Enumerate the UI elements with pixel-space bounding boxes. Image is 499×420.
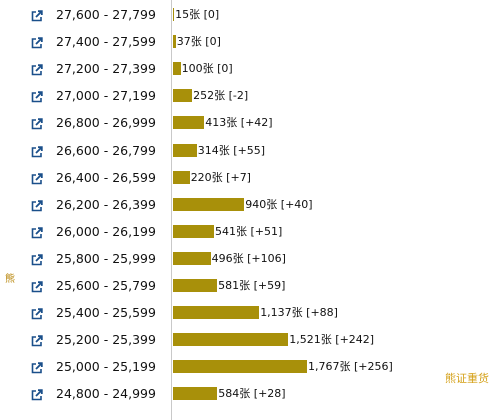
external-link-icon[interactable] <box>31 200 43 212</box>
external-link-icon[interactable] <box>31 10 43 22</box>
external-link-icon[interactable] <box>31 91 43 103</box>
tick-label: 27,400 - 27,599 <box>56 34 156 49</box>
data-label: 1,137张 [+88] <box>260 306 338 319</box>
tick-label: 27,600 - 27,799 <box>56 7 156 22</box>
tick-label: 25,800 - 25,999 <box>56 251 156 266</box>
chart-row: 25,000 - 25,199 1,767张 [+256] <box>0 358 499 385</box>
external-link-icon[interactable] <box>31 37 43 49</box>
data-label: 1,767张 [+256] <box>308 360 393 373</box>
external-link-icon[interactable] <box>31 146 43 158</box>
external-link-icon[interactable] <box>31 335 43 347</box>
data-label: 1,521张 [+242] <box>289 333 375 346</box>
external-link-icon[interactable] <box>31 308 43 320</box>
watermark-text: 熊证重货 <box>445 372 489 385</box>
category-axis-line <box>171 0 172 420</box>
bar <box>173 387 218 400</box>
external-link-icon[interactable] <box>31 362 43 374</box>
external-link-icon[interactable] <box>31 227 43 239</box>
chart-row: 27,600 - 27,799 15张 [0] <box>0 6 499 33</box>
external-link-icon[interactable] <box>31 254 43 266</box>
bar <box>173 333 289 346</box>
data-label: 100张 [0] <box>181 62 233 75</box>
bar <box>173 306 260 319</box>
chart-row: 26,600 - 26,799 314张 [+55] <box>0 142 499 169</box>
bar <box>173 35 176 48</box>
tick-label: 25,200 - 25,399 <box>56 332 156 347</box>
data-label: 496张 [+106] <box>211 252 286 265</box>
chart-row: 27,000 - 27,199 252张 [-2] <box>0 87 499 114</box>
tick-label: 26,800 - 26,999 <box>56 115 156 130</box>
data-label: 584张 [+28] <box>218 387 286 400</box>
chart-row: 25,200 - 25,399 1,521张 [+242] <box>0 331 499 358</box>
tick-label: 24,800 - 24,999 <box>56 386 156 401</box>
bar <box>173 279 218 292</box>
external-link-icon[interactable] <box>31 64 43 76</box>
data-label: 220张 [+7] <box>190 171 251 184</box>
bar <box>173 252 211 265</box>
data-label: 15张 [0] <box>175 8 220 21</box>
bar <box>173 89 193 102</box>
bar <box>173 198 245 211</box>
tick-label: 27,000 - 27,199 <box>56 88 156 103</box>
bar <box>173 360 307 373</box>
bar <box>173 8 175 21</box>
side-mark: 熊 <box>5 274 15 285</box>
chart-row: 24,800 - 24,999 584张 [+28] <box>0 385 499 412</box>
tick-label: 26,200 - 26,399 <box>56 197 156 212</box>
bar <box>173 144 197 157</box>
chart-row: 25,600 - 25,799 581张 [+59] <box>0 277 499 304</box>
bar <box>173 116 205 129</box>
tick-label: 26,600 - 26,799 <box>56 143 156 158</box>
tick-label: 25,000 - 25,199 <box>56 359 156 374</box>
chart-row: 25,400 - 25,599 1,137张 [+88] <box>0 304 499 331</box>
tick-label: 25,400 - 25,599 <box>56 305 156 320</box>
data-label: 37张 [0] <box>176 35 221 48</box>
bar <box>173 171 190 184</box>
data-label: 581张 [+59] <box>218 279 286 292</box>
tick-label: 26,000 - 26,199 <box>56 224 156 239</box>
data-label: 940张 [+40] <box>245 198 313 211</box>
tick-label: 26,400 - 26,599 <box>56 170 156 185</box>
chart-row: 26,200 - 26,399 940张 [+40] <box>0 196 499 223</box>
chart-row: 26,800 - 26,999 413张 [+42] <box>0 114 499 141</box>
data-label: 252张 [-2] <box>193 89 249 102</box>
external-link-icon[interactable] <box>31 118 43 130</box>
chart-row: 26,400 - 26,599 220张 [+7] <box>0 169 499 196</box>
tick-label: 27,200 - 27,399 <box>56 61 156 76</box>
data-label: 413张 [+42] <box>205 116 273 129</box>
external-link-icon[interactable] <box>31 389 43 401</box>
data-label: 541张 [+51] <box>215 225 283 238</box>
data-label: 314张 [+55] <box>197 144 266 157</box>
chart-row: 26,000 - 26,199 541张 [+51] <box>0 223 499 250</box>
external-link-icon[interactable] <box>31 173 43 185</box>
bar <box>173 225 214 238</box>
external-link-icon[interactable] <box>31 281 43 293</box>
chart-row: 27,400 - 27,599 37张 [0] <box>0 33 499 60</box>
chart-row: 27,200 - 27,399 100张 [0] <box>0 60 499 87</box>
bar <box>173 62 181 75</box>
tick-label: 25,600 - 25,799 <box>56 278 156 293</box>
chart-row: 25,800 - 25,999 496张 [+106] <box>0 250 499 277</box>
